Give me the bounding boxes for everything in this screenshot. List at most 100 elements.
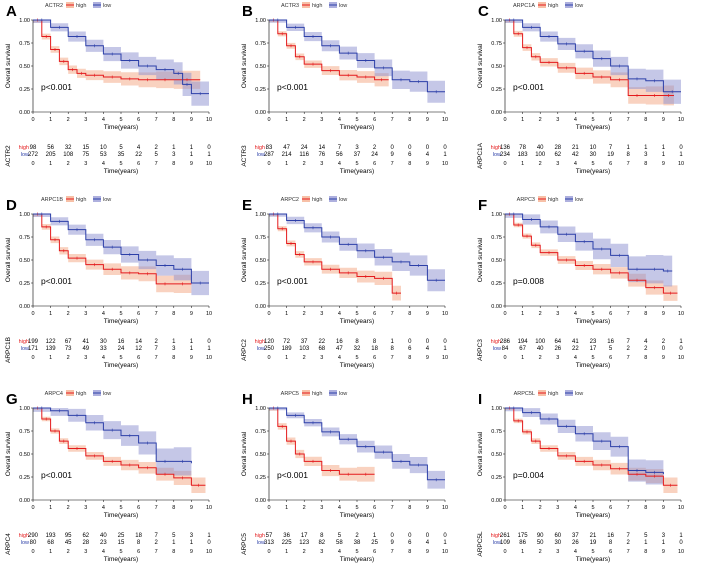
risk-time-label: 1 bbox=[49, 161, 52, 167]
risk-count-low: 9 bbox=[391, 152, 395, 158]
risk-count-low: 58 bbox=[336, 540, 343, 546]
ci-band-low bbox=[33, 214, 209, 297]
risk-count-low: 62 bbox=[554, 152, 561, 158]
risk-count-low: 32 bbox=[354, 346, 361, 352]
panel-letter: I bbox=[478, 391, 482, 408]
risk-count-low: 38 bbox=[354, 540, 361, 546]
risk-count-low: 68 bbox=[47, 540, 54, 546]
risk-count-high: 37 bbox=[572, 533, 579, 539]
x-tick-label: 10 bbox=[206, 117, 212, 123]
panel-letter: H bbox=[242, 391, 253, 408]
risk-count-low: 56 bbox=[336, 152, 343, 158]
risk-count-high: 83 bbox=[266, 145, 273, 151]
x-tick-label: 2 bbox=[539, 505, 542, 511]
legend-low-label: low bbox=[575, 197, 583, 203]
risk-count-high: 261 bbox=[500, 533, 511, 539]
y-tick-label: 0.75 bbox=[491, 235, 502, 241]
risk-count-low: 1 bbox=[443, 346, 447, 352]
x-tick-label: 5 bbox=[355, 505, 358, 511]
x-tick-label: 0 bbox=[503, 117, 506, 123]
legend-title: ARPC1A bbox=[513, 3, 535, 9]
risk-time-label: 7 bbox=[391, 161, 394, 167]
risk-count-low: 0 bbox=[207, 540, 211, 546]
risk-time-label: 0 bbox=[503, 161, 506, 167]
risk-label-low: low bbox=[21, 152, 29, 158]
risk-count-high: 90 bbox=[537, 533, 544, 539]
risk-x-title: Time(years) bbox=[340, 168, 374, 175]
p-value: p=0.008 bbox=[513, 276, 544, 286]
x-tick-label: 6 bbox=[137, 311, 140, 317]
risk-count-high: 7 bbox=[155, 533, 159, 539]
risk-time-label: 5 bbox=[591, 161, 594, 167]
risk-count-high: 0 bbox=[408, 145, 412, 151]
risk-time-label: 7 bbox=[627, 355, 630, 361]
risk-count-high: 1 bbox=[190, 339, 194, 345]
x-tick-label: 6 bbox=[137, 117, 140, 123]
risk-count-low: 1 bbox=[207, 152, 211, 158]
risk-time-label: 0 bbox=[503, 355, 506, 361]
risk-time-label: 8 bbox=[408, 549, 411, 555]
risk-count-high: 98 bbox=[30, 145, 37, 151]
legend-low-label: low bbox=[103, 3, 111, 9]
risk-table-gene: ACTR3 bbox=[241, 145, 248, 167]
risk-label-low: low bbox=[493, 152, 501, 158]
risk-label-low: low bbox=[257, 346, 265, 352]
risk-count-high: 100 bbox=[535, 339, 546, 345]
risk-time-label: 8 bbox=[408, 355, 411, 361]
risk-count-low: 171 bbox=[28, 346, 39, 352]
risk-count-low: 24 bbox=[371, 152, 378, 158]
legend-high-label: high bbox=[76, 3, 86, 9]
x-tick-label: 5 bbox=[119, 311, 122, 317]
x-axis-title: Time(years) bbox=[576, 318, 610, 325]
x-tick-label: 7 bbox=[391, 311, 394, 317]
risk-count-high: 72 bbox=[283, 339, 290, 345]
x-axis-title: Time(years) bbox=[104, 124, 138, 131]
risk-count-low: 26 bbox=[572, 540, 579, 546]
x-tick-label: 5 bbox=[355, 117, 358, 123]
risk-time-label: 1 bbox=[521, 355, 524, 361]
ci-band-low bbox=[33, 20, 209, 107]
risk-count-high: 78 bbox=[519, 145, 526, 151]
x-tick-label: 0 bbox=[31, 117, 34, 123]
x-tick-label: 2 bbox=[303, 505, 306, 511]
legend-title: ARPC2 bbox=[281, 197, 299, 203]
risk-count-high: 24 bbox=[301, 145, 308, 151]
risk-time-label: 3 bbox=[84, 161, 87, 167]
risk-time-label: 5 bbox=[355, 355, 358, 361]
risk-count-low: 6 bbox=[408, 152, 412, 158]
risk-count-high: 1 bbox=[373, 533, 377, 539]
x-axis-title: Time(years) bbox=[576, 124, 610, 131]
risk-count-high: 7 bbox=[627, 533, 631, 539]
x-tick-label: 3 bbox=[556, 311, 559, 317]
x-tick-label: 10 bbox=[442, 311, 448, 317]
risk-count-low: 26 bbox=[554, 346, 561, 352]
risk-table-gene: ARPC5L bbox=[477, 531, 484, 557]
legend-low-label: low bbox=[339, 3, 347, 9]
risk-time-label: 6 bbox=[373, 355, 376, 361]
risk-time-label: 5 bbox=[119, 161, 122, 167]
y-tick-label: 0.00 bbox=[19, 498, 30, 504]
risk-count-high: 0 bbox=[391, 145, 395, 151]
x-tick-label: 1 bbox=[521, 505, 524, 511]
risk-time-label: 5 bbox=[355, 549, 358, 555]
risk-count-high: 10 bbox=[100, 145, 107, 151]
risk-count-low: 1 bbox=[190, 346, 194, 352]
risk-count-high: 136 bbox=[500, 145, 511, 151]
risk-count-low: 40 bbox=[537, 346, 544, 352]
y-axis-title: Overall survival bbox=[241, 43, 248, 88]
risk-count-high: 21 bbox=[590, 533, 597, 539]
risk-count-high: 8 bbox=[320, 533, 324, 539]
risk-count-high: 18 bbox=[135, 533, 142, 539]
risk-count-low: 53 bbox=[100, 152, 107, 158]
x-tick-label: 1 bbox=[285, 505, 288, 511]
risk-time-label: 3 bbox=[320, 161, 323, 167]
ci-band-high bbox=[269, 214, 401, 301]
y-tick-label: 0.25 bbox=[491, 281, 502, 287]
risk-count-low: 24 bbox=[118, 346, 125, 352]
ci-band-low bbox=[269, 408, 445, 490]
risk-time-label: 4 bbox=[574, 355, 577, 361]
x-tick-label: 5 bbox=[119, 505, 122, 511]
